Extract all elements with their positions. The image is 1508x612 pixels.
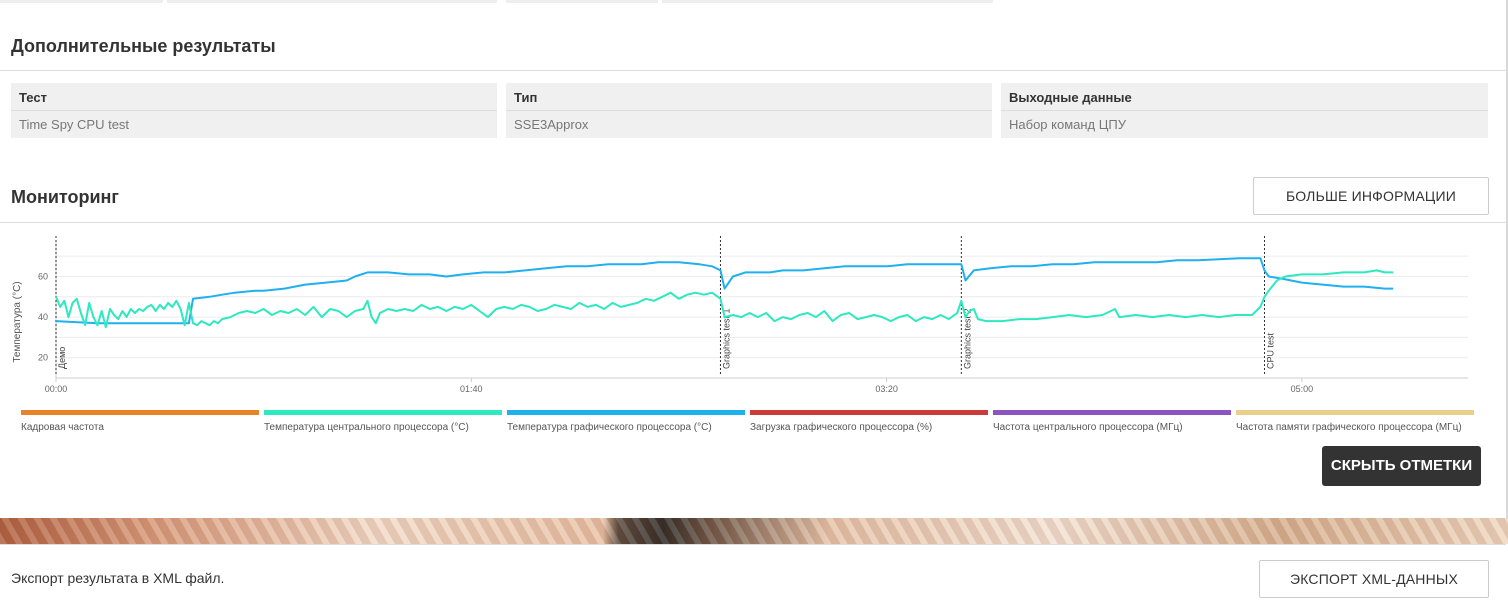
x-tick-label: 00:00 [45, 384, 68, 394]
divider [0, 70, 1506, 71]
divider [0, 222, 1506, 223]
divider [0, 544, 1506, 545]
info-column-type: Тип SSE3Approx [506, 83, 992, 138]
legend-item[interactable]: Кадровая частота [21, 410, 259, 440]
y-tick-label: 20 [38, 353, 48, 363]
legend-label: Температура графического процессора (°C) [507, 422, 712, 433]
legend-label: Кадровая частота [21, 422, 104, 433]
y-axis-label: Температура (°C) [12, 281, 23, 362]
test-marker-label: CPU test [1266, 332, 1276, 369]
export-description: Экспорт результата в XML файл. [11, 570, 225, 586]
legend-item[interactable]: Частота центрального процессора (МГц) [993, 410, 1231, 440]
legend-swatch [264, 410, 502, 415]
monitoring-chart: 20 40 60 Температура (°C) 00:00 01:40 03:20 05:… [12, 236, 1468, 394]
column-value: Time Spy CPU test [19, 117, 130, 132]
background-artwork [0, 518, 1508, 544]
x-tick-label: 03:20 [875, 384, 898, 394]
test-marker-label: Демо [57, 347, 67, 369]
legend-swatch [993, 410, 1231, 415]
more-info-button[interactable]: БОЛЬШЕ ИНФОРМАЦИИ [1253, 177, 1489, 215]
legend-label: Температура центрального процессора (°C) [264, 422, 469, 433]
export-xml-button[interactable]: ЭКСПОРТ XML-ДАННЫХ [1259, 560, 1489, 598]
legend-label: Частота памяти графического процессора (… [1236, 422, 1462, 433]
column-header: Тест [11, 83, 497, 111]
column-value: SSE3Approx [514, 117, 589, 132]
column-value: Набор команд ЦПУ [1009, 117, 1126, 132]
legend-label: Загрузка графического процессора (%) [750, 422, 933, 433]
x-tick-label: 01:40 [460, 384, 483, 394]
column-header: Выходные данные [1001, 83, 1488, 111]
legend-label: Частота центрального процессора (МГц) [993, 422, 1183, 433]
additional-results-title: Дополнительные результаты [11, 36, 276, 56]
info-column-output: Выходные данные Набор команд ЦПУ [1001, 83, 1488, 138]
monitoring-title: Мониторинг [11, 187, 119, 207]
column-header: Тип [506, 83, 992, 111]
test-marker-label: Graphics test 1 [721, 308, 731, 369]
legend-item[interactable]: Частота памяти графического процессора (… [1236, 410, 1474, 440]
series-line [55, 257, 1394, 325]
legend-item[interactable]: Температура центрального процессора (°C) [264, 410, 502, 440]
legend-swatch [750, 410, 988, 415]
info-column-test: Тест Time Spy CPU test [11, 83, 497, 138]
y-tick-label: 60 [38, 271, 48, 281]
y-tick-label: 40 [38, 312, 48, 322]
chart-legend: Кадровая частота Температура центрального… [21, 410, 1481, 440]
legend-swatch [507, 410, 745, 415]
legend-item[interactable]: Температура графического процессора (°C) [507, 410, 745, 440]
series-line [55, 269, 1394, 329]
legend-item[interactable]: Загрузка графического процессора (%) [750, 410, 988, 440]
previous-table-bottom [0, 0, 1508, 4]
hide-marks-button[interactable]: СКРЫТЬ ОТМЕТКИ [1322, 446, 1481, 486]
scroll-edge [1506, 0, 1508, 518]
test-marker-label: Graphics test 2 [962, 308, 972, 369]
legend-swatch [1236, 410, 1474, 415]
x-tick-label: 05:00 [1291, 384, 1314, 394]
legend-swatch [21, 410, 259, 415]
